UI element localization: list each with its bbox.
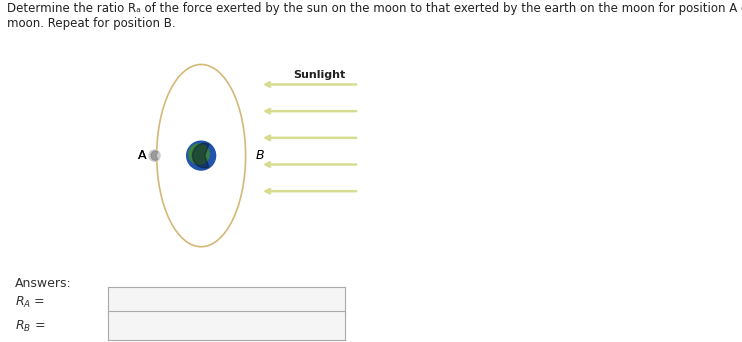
Circle shape [187,141,216,170]
Wedge shape [151,151,158,160]
Text: Answers:: Answers: [15,277,71,290]
Text: B: B [255,149,264,162]
Wedge shape [192,143,209,168]
Text: i: i [94,319,99,333]
Circle shape [189,144,209,164]
Circle shape [149,150,160,161]
Text: $R_A$ =: $R_A$ = [15,295,45,310]
Text: Determine the ratio Rₐ of the force exerted by the sun on the moon to that exert: Determine the ratio Rₐ of the force exer… [7,2,742,30]
Text: Sunlight: Sunlight [293,70,345,80]
Text: i: i [94,295,99,309]
Text: A: A [138,149,147,162]
Text: $R_B$ =: $R_B$ = [15,319,45,334]
Text: A: A [138,149,147,162]
